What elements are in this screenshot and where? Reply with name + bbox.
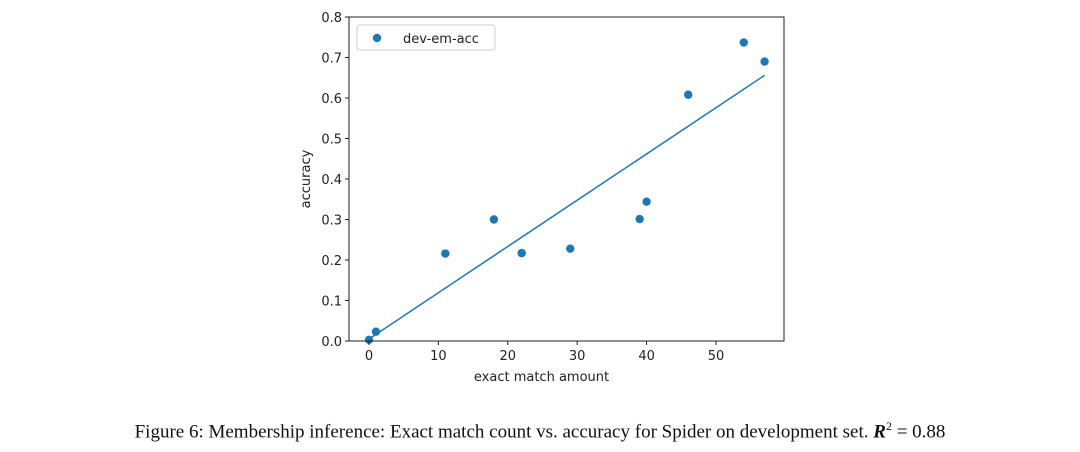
y-tick-label: 0.8: [321, 11, 342, 26]
legend-box: [356, 24, 496, 51]
data-point: [364, 335, 374, 344]
x-tick-label: 50: [708, 349, 725, 364]
scatter-chart: 0 10 20 30 40 50 0.0 0.1 0.2 0.3 0.4 0.5 0.6 0.7 0.8 ex…: [299, 11, 785, 385]
x-axis-label: exact match amount: [474, 370, 609, 385]
x-tick-label: 20: [500, 349, 517, 364]
legend-label: dev-em-acc: [403, 32, 479, 47]
y-tick-label: 0.7: [321, 52, 342, 67]
data-point: [760, 57, 769, 66]
figure-caption: Figure 6: Membership inference: Exact ma…: [0, 419, 1080, 443]
data-point: [441, 249, 450, 258]
data-point: [635, 214, 644, 224]
y-tick-label: 0.6: [321, 92, 342, 107]
y-tick-label: 0.0: [321, 335, 342, 350]
data-point: [517, 248, 526, 258]
r2-symbol: R: [873, 421, 886, 443]
caption-text: Figure 6: Membership inference: Exact ma…: [134, 421, 874, 443]
y-tick-label: 0.4: [321, 173, 342, 188]
data-point: [684, 90, 693, 99]
r2-value: = 0.88: [891, 421, 946, 443]
y-tick-label: 0.3: [321, 214, 342, 229]
data-point: [371, 327, 381, 336]
x-tick-label: 10: [430, 349, 447, 364]
y-tick-label: 0.1: [321, 295, 342, 310]
data-point: [739, 38, 748, 47]
data-point: [489, 215, 499, 224]
plot-frame: [348, 16, 785, 342]
y-axis-label: accuracy: [299, 149, 314, 208]
data-point: [566, 244, 575, 253]
data-point: [642, 197, 651, 206]
x-tick-label: 0: [365, 349, 373, 364]
fit-line: [368, 74, 765, 340]
y-tick-label: 0.2: [321, 254, 342, 269]
x-tick-label: 40: [638, 349, 655, 364]
r2-exponent: 2: [885, 419, 892, 433]
x-tick-label: 30: [569, 349, 586, 364]
y-tick-label: 0.5: [321, 133, 342, 148]
legend-marker: [372, 33, 382, 43]
